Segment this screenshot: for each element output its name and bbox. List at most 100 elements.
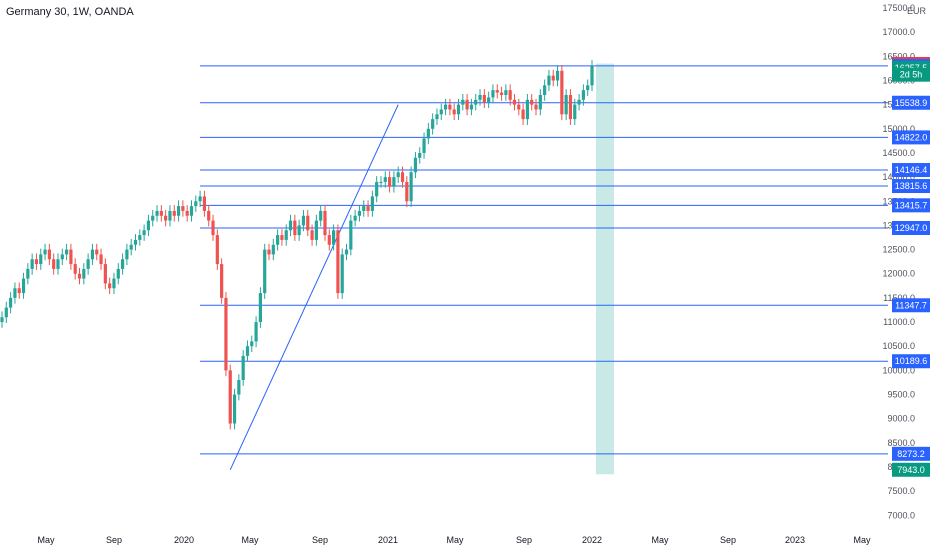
candle-body [155,210,159,216]
candle-body [9,297,13,308]
price-tick-label: 11000.0 [883,317,915,327]
candle-body [491,90,495,98]
candle-body [245,346,250,356]
candle-body [422,138,426,153]
candle-body [332,230,336,245]
time-tick-label: Sep [516,535,532,545]
price-tag-label: 13415.7 [895,200,928,210]
candle-body [357,210,362,216]
price-tag-label: 15538.9 [895,98,928,108]
time-axis: May Sep 2020 May Sep 2021 May Sep 2022 May Sep 2023… [37,535,871,545]
candle-body [551,75,555,81]
candle-body [13,288,17,298]
price-tick-label: 15000.0 [882,124,915,134]
candle-body [336,230,340,294]
candle-body [555,70,560,81]
candle-body [530,99,534,105]
candle-body [77,273,82,279]
time-tick-label: Sep [720,535,736,545]
price-tick-label: 10500.0 [882,341,915,351]
candle-body [69,249,73,265]
candle-body [52,259,56,269]
price-tag-label: 7943.0 [897,465,925,475]
price-tag [892,354,930,369]
time-tick-label: May [651,535,669,545]
price-tick-label: 17000.0 [882,27,915,37]
candle-body [418,152,422,158]
candle-body [409,172,413,202]
time-tick-label: May [853,535,871,545]
price-tag-label: 8273.2 [897,449,925,459]
candle-body [39,254,43,265]
candle-body [17,288,21,294]
price-tick-label: 14500.0 [882,148,915,158]
candle-body [116,268,120,279]
candle-body [443,104,448,110]
candle-body [396,172,400,178]
candle-body [86,259,90,269]
price-tag-label: 14822.0 [895,132,928,142]
candle-body [534,104,538,110]
candle-body [60,254,64,260]
price-tags: 16341.516302.816300.516257.52d 5h15538.9… [892,56,930,477]
candle-body [146,220,151,231]
price-tag-label: 11347.7 [895,300,927,310]
candle-body [474,99,478,105]
candle-body [172,210,176,216]
candle-body [288,220,293,231]
candle-body [129,244,133,250]
candle-body [504,90,508,95]
candle-body [4,307,8,318]
candle-body [586,85,590,91]
candle-body [90,249,95,260]
candle-body [547,75,551,86]
candle-body [133,239,138,245]
candle-body [362,206,366,211]
price-tick-label: 17500.0 [882,3,915,13]
highlight-band [596,63,614,475]
candle-body [499,92,504,95]
time-tick-label: May [37,535,55,545]
currency-label: EUR [906,6,926,16]
candle-body [465,99,469,110]
candle-body [254,322,258,342]
candle-body [581,90,585,100]
candle-body [383,177,387,182]
candle-body [517,104,521,110]
candle-body [34,259,39,265]
candle-body [159,210,163,216]
time-tick-label: May [446,535,464,545]
candle-body [271,244,275,255]
trendline-support [229,104,399,470]
price-tick-label: 7500.0 [887,486,915,496]
candles [0,60,594,430]
candle-body [47,249,51,260]
candle-body [120,259,125,269]
candle-body [220,264,224,298]
candle-body [366,206,370,211]
candle-body [211,220,215,236]
candle-body [138,235,142,240]
time-tick-label: May [241,535,259,545]
candle-body [198,196,202,202]
candle-body [487,97,491,103]
chart-title: Germany 30, 1W, OANDA [6,6,134,18]
candle-body [306,215,310,231]
candle-body [95,249,99,255]
time-tick-label: 2021 [378,535,398,545]
candle-body [185,210,189,216]
candle-body [26,268,30,279]
candle-body [405,181,409,202]
price-tag-label: 10189.6 [895,356,928,366]
price-tag [892,446,930,461]
candle-body [461,99,465,105]
price-tag [892,179,930,194]
price-tick-label: 7000.0 [887,510,915,520]
candle-body [284,230,288,240]
candle-body [21,278,26,294]
candle-body [448,104,452,110]
candle-body [276,235,280,245]
highlight-zone [596,63,614,475]
candle-body [258,293,262,323]
